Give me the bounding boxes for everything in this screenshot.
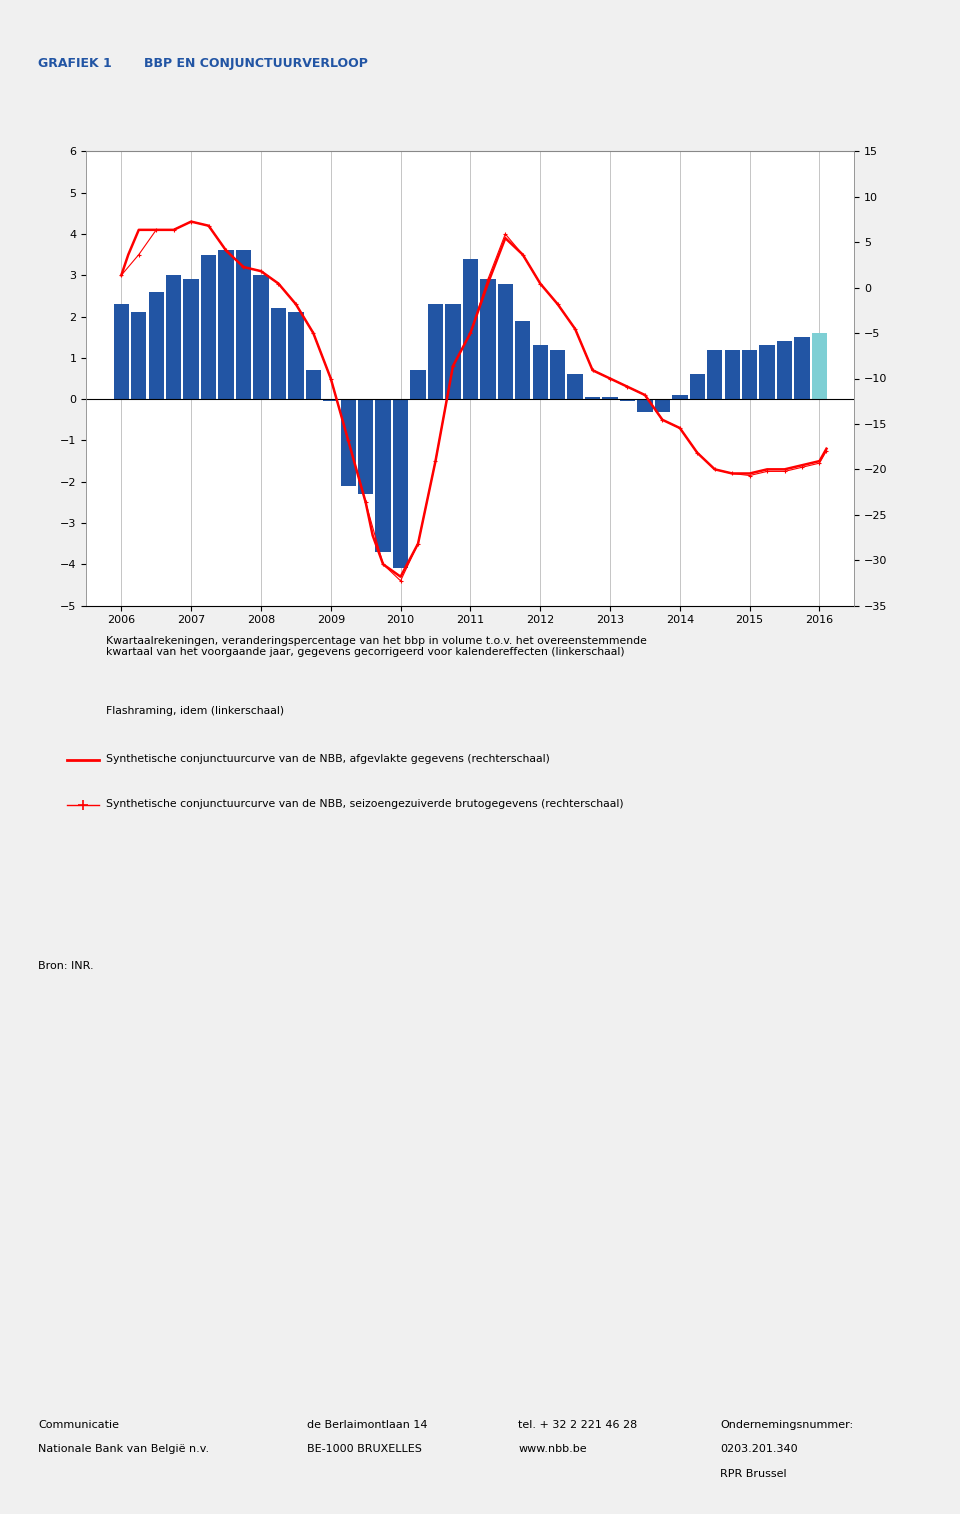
Bar [585, 397, 600, 400]
Bar [341, 400, 356, 486]
Bar [725, 350, 740, 400]
Text: RPR Brussel: RPR Brussel [720, 1469, 786, 1479]
Bar [132, 312, 147, 400]
Bar [567, 374, 583, 400]
Text: de Berlaimontlaan 14: de Berlaimontlaan 14 [307, 1420, 428, 1431]
Text: Ondernemingsnummer:: Ondernemingsnummer: [720, 1420, 853, 1431]
Text: GRAFIEK 1: GRAFIEK 1 [38, 58, 112, 70]
Text: BBP EN CONJUNCTUURVERLOOP: BBP EN CONJUNCTUURVERLOOP [144, 58, 368, 70]
Text: Synthetische conjunctuurcurve van de NBB, seizoengezuiverde brutogegevens (recht: Synthetische conjunctuurcurve van de NBB… [106, 799, 623, 810]
Bar [480, 280, 495, 400]
Bar [742, 350, 757, 400]
Bar [533, 345, 548, 400]
Bar [637, 400, 653, 412]
Bar [777, 341, 792, 400]
Bar [236, 250, 252, 400]
Bar [149, 292, 164, 400]
Text: BE-1000 BRUXELLES: BE-1000 BRUXELLES [307, 1444, 422, 1455]
Bar [253, 276, 269, 400]
Bar [689, 374, 705, 400]
Text: Synthetische conjunctuurcurve van de NBB, afgevlakte gegevens (rechterschaal): Synthetische conjunctuurcurve van de NBB… [106, 754, 549, 765]
Bar [166, 276, 181, 400]
Bar [428, 304, 444, 400]
Bar [183, 280, 199, 400]
Text: 0203.201.340: 0203.201.340 [720, 1444, 798, 1455]
Bar [358, 400, 373, 494]
Bar [113, 304, 129, 400]
Bar [218, 250, 233, 400]
Bar [812, 333, 828, 400]
Bar [375, 400, 391, 553]
Text: Kwartaalrekeningen, veranderingspercentage van het bbp in volume t.o.v. het over: Kwartaalrekeningen, veranderingspercenta… [106, 636, 646, 657]
Text: Nationale Bank van België n.v.: Nationale Bank van België n.v. [38, 1444, 209, 1455]
Text: tel. + 32 2 221 46 28: tel. + 32 2 221 46 28 [518, 1420, 637, 1431]
Bar [393, 400, 408, 568]
Bar [201, 254, 216, 400]
Bar [288, 312, 303, 400]
Bar [655, 400, 670, 412]
Text: Flashraming, idem (linkerschaal): Flashraming, idem (linkerschaal) [106, 706, 284, 716]
Bar [305, 371, 321, 400]
Bar [463, 259, 478, 400]
Text: www.nbb.be: www.nbb.be [518, 1444, 587, 1455]
Bar [271, 309, 286, 400]
Bar [759, 345, 775, 400]
Bar [445, 304, 461, 400]
Bar [602, 397, 617, 400]
Text: Bron: INR.: Bron: INR. [38, 961, 94, 970]
Bar [620, 400, 636, 401]
Bar [794, 338, 809, 400]
Bar [410, 371, 425, 400]
Bar [672, 395, 687, 400]
Bar [550, 350, 565, 400]
Bar [497, 283, 513, 400]
Bar [516, 321, 531, 400]
Text: Communicatie: Communicatie [38, 1420, 119, 1431]
Bar [708, 350, 723, 400]
Bar [324, 400, 339, 401]
